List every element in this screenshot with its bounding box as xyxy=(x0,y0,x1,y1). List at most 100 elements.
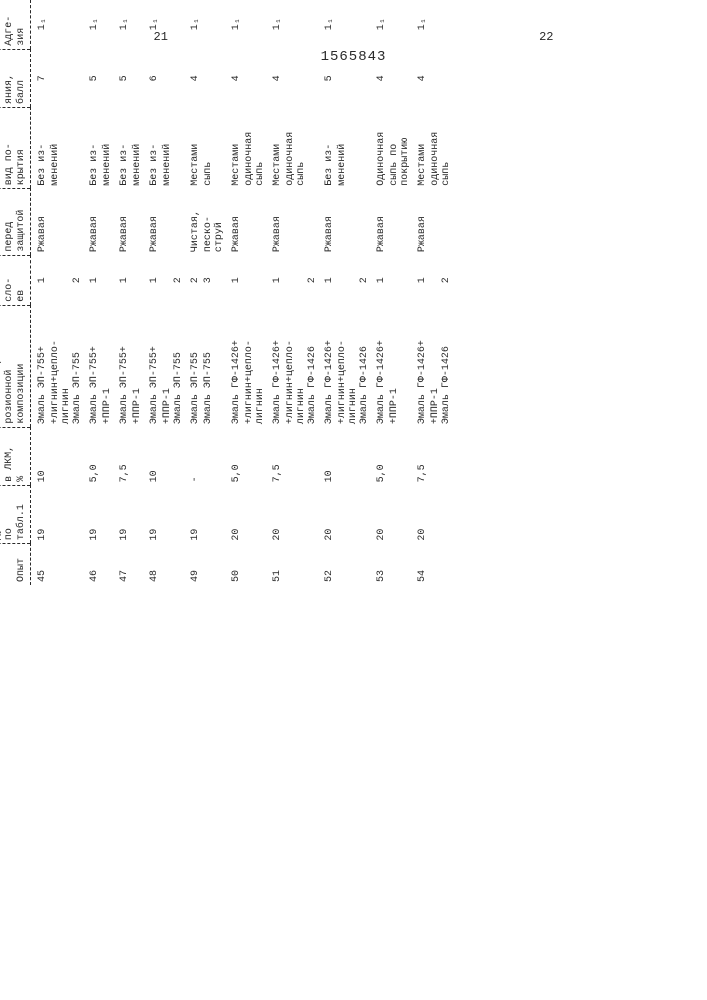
table-cell: Эмаль ЭП-755 xyxy=(184,305,203,427)
table-row: Эмаль ГФ-14262 xyxy=(359,0,370,585)
table-cell: 5,0 xyxy=(83,427,102,485)
table-cell: +лигнин+цепло- xyxy=(337,305,348,427)
table-cell: +ППР-1 xyxy=(132,305,143,427)
table-cell: 5 xyxy=(113,49,132,107)
table-cell: Без из- xyxy=(318,107,337,188)
table-cell xyxy=(441,485,452,543)
table-cell xyxy=(72,49,83,107)
table-row: 50205,0Эмаль ГФ-1426+1РжаваяМестами41₁0,… xyxy=(225,0,244,585)
table-cell: +лигнин+цепло- xyxy=(285,305,296,427)
table-cell xyxy=(214,49,225,107)
table-cell xyxy=(162,255,173,305)
col-look: Внешнийвид по-крытия xyxy=(0,107,31,188)
table-cell xyxy=(244,0,255,49)
table-cell xyxy=(430,427,441,485)
table-cell xyxy=(50,427,61,485)
table-cell xyxy=(72,0,83,49)
table-cell: Ржавая xyxy=(31,189,51,255)
table-cell: Чистая, xyxy=(184,189,203,255)
table-cell xyxy=(285,255,296,305)
table-cell xyxy=(430,49,441,107)
table-cell xyxy=(244,49,255,107)
table-cell xyxy=(348,485,359,543)
col-score: Оценкасосто-яния,балл xyxy=(0,49,31,107)
table-cell: 3 xyxy=(203,255,214,305)
table-cell: 1 xyxy=(318,255,337,305)
table-cell xyxy=(72,544,83,585)
table-cell: +лигнин+цепло- xyxy=(244,305,255,427)
table-cell: 1₁ xyxy=(225,0,244,49)
table-cell xyxy=(50,544,61,585)
table-cell: 4 xyxy=(266,49,285,107)
table-cell: Ржавая xyxy=(318,189,337,255)
table-cell xyxy=(50,0,61,49)
table-cell xyxy=(214,107,225,188)
table-cell xyxy=(132,0,143,49)
table-cell xyxy=(430,255,441,305)
table-cell xyxy=(61,427,72,485)
table-cell xyxy=(307,544,318,585)
table-cell: Эмаль ЭП-755+ xyxy=(113,305,132,427)
table-cell xyxy=(203,0,214,49)
table-head: Опыт Про-дуктпотабл.1 Коли-чест-вопиг-ме… xyxy=(0,0,31,585)
table-row: лигнин xyxy=(348,0,359,585)
table-cell: менений xyxy=(337,107,348,188)
table-cell: Местами xyxy=(225,107,244,188)
table-cell xyxy=(430,0,441,49)
table-cell xyxy=(348,49,359,107)
table-cell: Ржавая xyxy=(370,189,389,255)
table-cell xyxy=(348,189,359,255)
table-cell xyxy=(214,544,225,585)
table-cell: 19 xyxy=(113,485,132,543)
table-row: лигнинсыпь xyxy=(296,0,307,585)
table-cell: Одиночная xyxy=(370,107,389,188)
col-opyt: Опыт xyxy=(0,544,31,585)
table-cell xyxy=(441,427,452,485)
table-cell xyxy=(307,427,318,485)
table-cell xyxy=(61,107,72,188)
table-cell: сыпь xyxy=(203,107,214,188)
table-cell: Эмаль ЭП-755 xyxy=(173,305,184,427)
table-cell xyxy=(244,485,255,543)
table-row: 451910Эмаль ЭП-755+1РжаваяБез из-71₁0,02… xyxy=(31,0,51,585)
table-cell xyxy=(285,189,296,255)
table-cell xyxy=(255,0,266,49)
table-cell: 2 xyxy=(184,255,203,305)
table-cell: 10 xyxy=(318,427,337,485)
table-container: Продолжение табл. 3 Опыт Про-дуктпотабл.… xyxy=(0,0,452,585)
table-cell xyxy=(348,255,359,305)
table-cell xyxy=(61,485,72,543)
table-cell xyxy=(50,49,61,107)
table-cell xyxy=(173,49,184,107)
table-cell: одиночная xyxy=(244,107,255,188)
table-cell xyxy=(337,544,348,585)
table-cell xyxy=(441,49,452,107)
table-cell xyxy=(296,0,307,49)
table-cell: - xyxy=(184,427,203,485)
table-cell: Эмаль ГФ-1426+ xyxy=(318,305,337,427)
table-row: +лигнин+цепло-одиночная xyxy=(285,0,296,585)
table-cell xyxy=(400,49,411,107)
table-row: +лигнин+цепло-менений xyxy=(337,0,348,585)
table-cell: 4 xyxy=(184,49,203,107)
table-cell: 1₁ xyxy=(370,0,389,49)
table-cell: 5 xyxy=(83,49,102,107)
table-cell xyxy=(285,49,296,107)
table-cell xyxy=(400,485,411,543)
table-row: +ППР-1одиночная xyxy=(430,0,441,585)
table-cell xyxy=(359,485,370,543)
table-cell xyxy=(244,544,255,585)
table-cell xyxy=(162,544,173,585)
table-cell: Эмаль ЭП-755 xyxy=(203,305,214,427)
table-cell xyxy=(255,255,266,305)
table-cell xyxy=(389,49,400,107)
table-cell xyxy=(441,189,452,255)
table-cell xyxy=(102,0,113,49)
table-row: лигнинсыпь xyxy=(255,0,266,585)
table-cell: 1 xyxy=(83,255,102,305)
table-row: 522010Эмаль ГФ-1426+1РжаваяБез из-51₁0,0… xyxy=(318,0,337,585)
page-right: 22 xyxy=(539,30,553,44)
table-cell: 4 xyxy=(370,49,389,107)
table-cell: 1₁ xyxy=(184,0,203,49)
table-cell xyxy=(244,427,255,485)
